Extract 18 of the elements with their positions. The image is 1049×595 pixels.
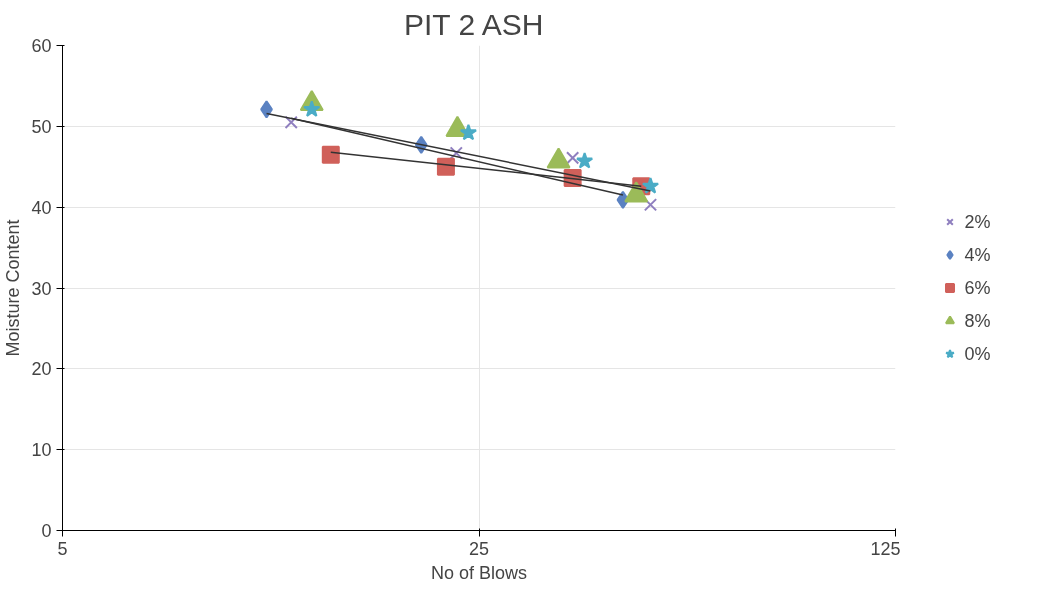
x-tick-label: 5 bbox=[57, 538, 68, 559]
y-tick-label: 10 bbox=[31, 440, 52, 461]
y-tick-label: 30 bbox=[31, 278, 52, 299]
legend-label: 2% bbox=[964, 211, 991, 232]
x-tick-label: 25 bbox=[468, 538, 490, 559]
y-tick-label: 20 bbox=[31, 359, 52, 380]
y-axis-title: Moisture Content bbox=[3, 219, 24, 357]
legend-label: 8% bbox=[964, 310, 991, 331]
chart-title: PIT 2 ASH bbox=[403, 7, 544, 41]
legend-label: 6% bbox=[964, 277, 991, 298]
y-tick-label: 0 bbox=[41, 521, 52, 541]
y-tick-label: 50 bbox=[31, 116, 52, 137]
y-tick-label: 40 bbox=[31, 197, 52, 218]
legend-label: 4% bbox=[964, 244, 991, 265]
x-tick-label: 125 bbox=[870, 538, 901, 559]
y-tick-label: 60 bbox=[31, 36, 52, 56]
x-axis-title: No of Blows bbox=[430, 562, 528, 583]
legend-label: 0% bbox=[964, 343, 991, 364]
